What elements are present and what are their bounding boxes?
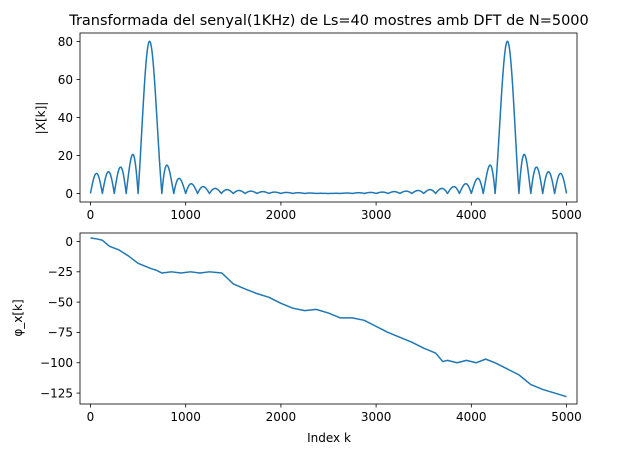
top-x-tick-label: 4000 [456, 208, 487, 222]
top-y-axis-label: |X[k]| [34, 102, 48, 135]
bottom-x-tick-label: 3000 [361, 410, 392, 424]
bottom-y-axis-label: φ_x[k] [11, 299, 25, 336]
top-y-tick-label: 40 [58, 111, 73, 125]
bottom-subplot: 0 1000 2000 3000 4000 5000 0 −25 −50 −75 −100 −125… [11, 232, 582, 445]
bottom-x-axis-label: Index k [307, 431, 351, 445]
bottom-x-tick-label: 5000 [551, 410, 582, 424]
top-plot-area [79, 32, 578, 203]
bottom-x-tick-label: 0 [87, 410, 95, 424]
bottom-x-tick-label: 2000 [266, 410, 297, 424]
bottom-y-tick-label: −75 [48, 326, 73, 340]
bottom-y-tick-label: 0 [65, 235, 73, 249]
top-x-tick-label: 5000 [551, 208, 582, 222]
top-x-tick-label: 2000 [266, 208, 297, 222]
top-y-ticks: 0 20 40 60 80 [58, 35, 80, 201]
top-y-tick-label: 20 [58, 149, 73, 163]
top-x-tick-label: 3000 [361, 208, 392, 222]
top-y-tick-label: 60 [58, 73, 73, 87]
bottom-y-ticks: 0 −25 −50 −75 −100 −125 [40, 235, 80, 400]
chart-title: Transformada del senyal(1KHz) de Ls=40 m… [68, 13, 589, 29]
bottom-x-tick-label: 1000 [170, 410, 201, 424]
bottom-plot-area [79, 232, 578, 405]
top-x-tick-label: 0 [87, 208, 95, 222]
top-series-group [89, 40, 568, 195]
bottom-y-tick-label: −125 [40, 386, 73, 400]
bottom-y-tick-label: −25 [48, 265, 73, 279]
top-y-tick-label: 80 [58, 35, 73, 49]
bottom-series-line [90, 237, 567, 398]
top-subplot: Transformada del senyal(1KHz) de Ls=40 m… [34, 13, 589, 222]
bottom-series-group [90, 237, 567, 398]
top-y-tick-label: 0 [65, 187, 73, 201]
bottom-x-tick-label: 4000 [456, 410, 487, 424]
bottom-y-tick-label: −100 [40, 356, 73, 370]
top-series-line [89, 40, 568, 195]
top-x-tick-label: 1000 [170, 208, 201, 222]
top-x-ticks: 0 1000 2000 3000 4000 5000 [87, 202, 582, 222]
bottom-y-tick-label: −50 [48, 295, 73, 309]
bottom-x-ticks: 0 1000 2000 3000 4000 5000 [87, 404, 582, 424]
